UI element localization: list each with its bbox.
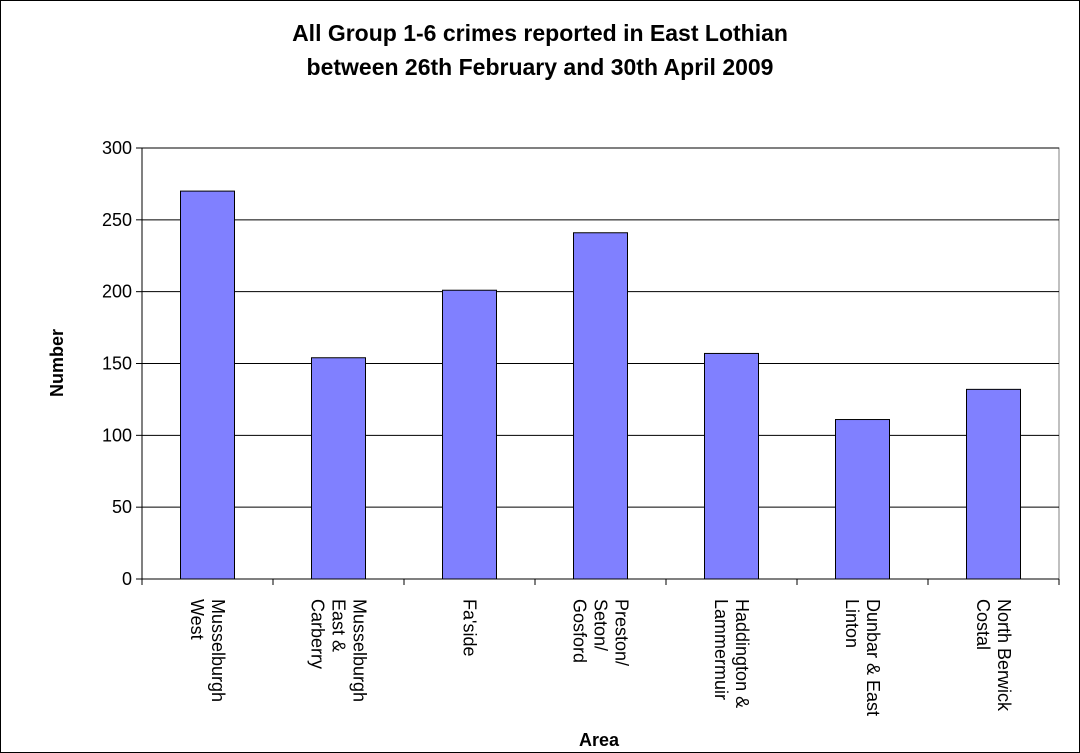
y-tick-label: 50 — [112, 497, 132, 517]
y-tick-label: 100 — [102, 425, 132, 445]
bar — [966, 388, 1021, 580]
x-category-label-line: Linton — [842, 599, 862, 648]
x-category-label: Fa'side — [460, 599, 480, 656]
x-category-label-line: Gosford — [570, 599, 590, 663]
y-tick-label: 150 — [102, 354, 132, 374]
bar — [704, 352, 759, 580]
y-tick-label: 300 — [102, 138, 132, 158]
y-axis-title: Number — [47, 329, 67, 397]
bar — [835, 419, 890, 580]
x-category-label-line: North Berwick — [994, 599, 1014, 712]
x-category-label-line: East & — [329, 599, 349, 652]
y-tick-label: 0 — [122, 569, 132, 589]
chart-title-line: between 26th February and 30th April 200… — [307, 54, 774, 80]
gridlines — [142, 147, 1059, 508]
x-category-label-line: Lammermuir — [711, 599, 731, 700]
x-category-label-line: Costal — [973, 599, 993, 650]
x-category-label-line: Dunbar & East — [863, 599, 883, 716]
x-category-label-line: West — [187, 599, 207, 640]
x-category-label-line: Seton/ — [591, 599, 611, 651]
x-category-label-line: Fa'side — [460, 599, 480, 656]
bar — [442, 289, 497, 580]
y-tick-label: 200 — [102, 282, 132, 302]
y-axis-ticks: 0 50 100 150 200 250 300 — [102, 138, 142, 589]
y-tick-label: 250 — [102, 210, 132, 230]
chart-title: All Group 1-6 crimes reported in East Lo… — [292, 20, 788, 80]
bar — [573, 232, 628, 580]
x-category-label-line: Preston/ — [612, 599, 632, 666]
x-axis-title: Area — [579, 730, 620, 750]
x-category-label: Preston/Seton/Gosford — [570, 599, 632, 666]
chart-title-line: All Group 1-6 crimes reported in East Lo… — [292, 20, 788, 46]
bars — [180, 190, 1021, 580]
x-category-label-line: Musselburgh — [350, 599, 370, 702]
bar — [180, 190, 235, 580]
x-category-label-line: Haddington & — [732, 599, 752, 708]
bar — [311, 357, 366, 580]
x-category-label: Haddington &Lammermuir — [711, 599, 752, 708]
x-category-label-line: Carberry — [308, 599, 328, 669]
x-category-label-line: Musselburgh — [208, 599, 228, 702]
